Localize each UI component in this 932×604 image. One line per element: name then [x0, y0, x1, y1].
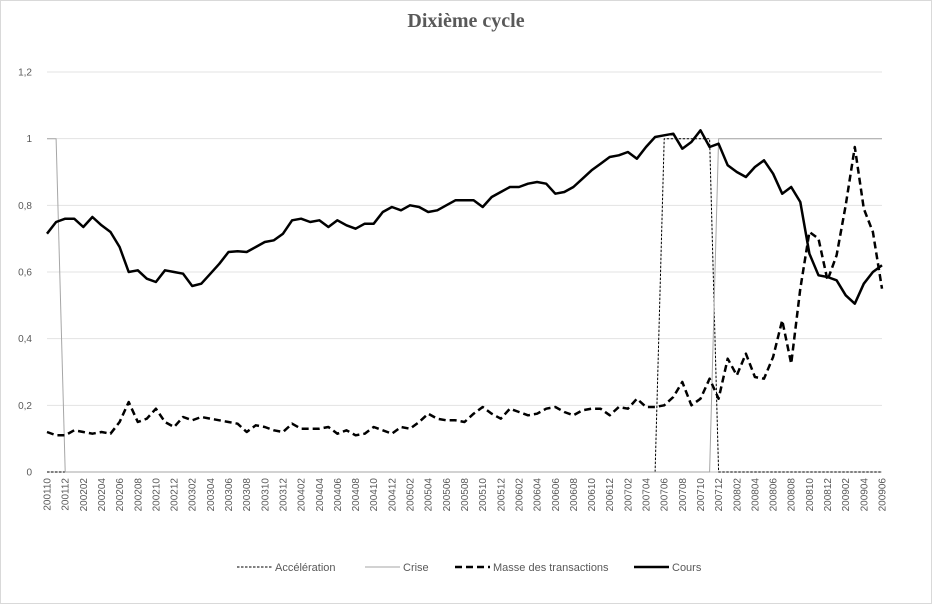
x-tick-label: 200206: [115, 478, 126, 512]
x-tick-label: 200906: [878, 478, 889, 512]
series-line-1: [47, 138, 882, 473]
x-tick-label: 200702: [623, 478, 634, 512]
x-tick-label: 200308: [242, 478, 253, 512]
legend-label-2: Masse des transactions: [493, 562, 609, 574]
y-axis: 0 0,2 0,4 0,6 0,8 1 1,2: [18, 68, 32, 479]
x-tick-label: 200408: [351, 478, 362, 512]
x-tick-label: 200606: [551, 478, 562, 512]
legend: Accélération Crise Masse des transactions C…: [237, 562, 702, 574]
y-tick-label: 0,4: [18, 334, 32, 345]
x-tick-label: 200704: [642, 478, 653, 512]
x-tick-label: 200310: [260, 478, 271, 512]
y-tick-label: 0,2: [18, 401, 32, 412]
x-tick-label: 200708: [678, 478, 689, 512]
series-lines: [46, 129, 884, 473]
y-tick-label: 0: [26, 468, 32, 479]
x-tick-label: 200612: [605, 478, 616, 512]
x-tick-label: 200410: [369, 478, 380, 512]
x-tick-label: 200810: [805, 478, 816, 512]
x-tick-label: 200502: [406, 478, 417, 512]
x-tick-label: 200312: [278, 478, 289, 512]
legend-label-0: Accélération: [275, 562, 336, 574]
x-tick-label: 200402: [297, 478, 308, 512]
x-tick-label: 200712: [714, 478, 725, 512]
y-tick-label: 0,8: [18, 201, 32, 212]
x-tick-label: 200812: [823, 478, 834, 512]
x-tick-label: 200112: [61, 478, 72, 511]
y-tick-label: 1,2: [18, 68, 32, 79]
x-tick-label: 200710: [696, 478, 707, 512]
x-tick-label: 200604: [533, 478, 544, 512]
x-tick-label: 200902: [841, 478, 852, 512]
x-tick-label: 200508: [460, 478, 471, 512]
x-tick-label: 200706: [660, 478, 671, 512]
x-tick-label: 200610: [587, 478, 598, 512]
x-axis: 200110 200112 200202 200204 200206 200208 2002…: [43, 478, 889, 512]
x-tick-label: 200904: [859, 478, 870, 512]
series-line-3: [46, 129, 883, 305]
x-tick-label: 200608: [569, 478, 580, 512]
x-tick-label: 200504: [424, 478, 435, 512]
x-tick-label: 200212: [170, 478, 181, 512]
x-tick-label: 200208: [133, 478, 144, 512]
x-tick-label: 200804: [750, 478, 761, 512]
x-tick-label: 200110: [43, 478, 54, 511]
x-tick-label: 200210: [151, 478, 162, 512]
x-tick-label: 200602: [514, 478, 525, 512]
x-tick-label: 200510: [478, 478, 489, 512]
x-tick-label: 200404: [315, 478, 326, 512]
x-tick-label: 200306: [224, 478, 235, 512]
x-tick-label: 200204: [97, 478, 108, 512]
x-tick-label: 200202: [79, 478, 90, 512]
chart-title: Dixième cycle: [407, 10, 525, 32]
x-tick-label: 200802: [732, 478, 743, 512]
x-tick-label: 200806: [769, 478, 780, 512]
x-tick-label: 200412: [387, 478, 398, 512]
x-tick-label: 200406: [333, 478, 344, 512]
series-line-2: [46, 145, 884, 437]
legend-label-1: Crise: [403, 562, 429, 574]
y-tick-label: 0,6: [18, 268, 32, 279]
y-tick-label: 1: [26, 134, 32, 145]
x-tick-label: 200808: [787, 478, 798, 512]
x-tick-label: 200302: [188, 478, 199, 512]
x-tick-label: 200506: [442, 478, 453, 512]
x-tick-label: 200512: [496, 478, 507, 512]
x-tick-label: 200304: [206, 478, 217, 512]
legend-label-3: Cours: [672, 562, 702, 574]
